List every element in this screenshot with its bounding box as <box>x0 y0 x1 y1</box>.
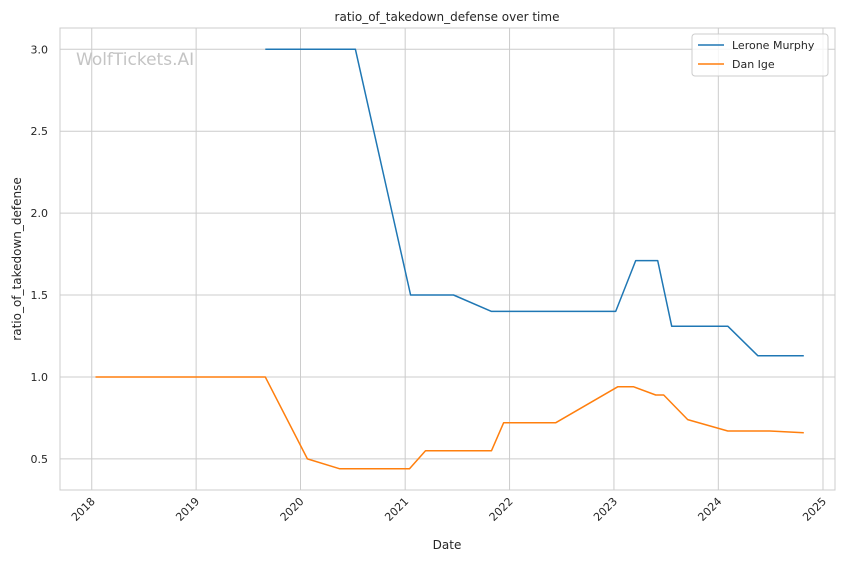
plot-frame <box>59 27 836 491</box>
x-axis-label: Date <box>433 538 462 552</box>
legend-label-lerone-murphy: Lerone Murphy <box>732 39 815 52</box>
legend-label-dan-ige: Dan Ige <box>732 58 775 71</box>
y-tick-label: 1.0 <box>31 371 49 384</box>
watermark-text: WolfTickets.AI <box>76 50 194 70</box>
y-axis-label: ratio_of_takedown_defense <box>10 177 24 340</box>
chart-title: ratio_of_takedown_defense over time <box>335 10 560 24</box>
y-tick-label: 2.5 <box>31 125 49 138</box>
legend: Lerone Murphy Dan Ige <box>691 33 829 77</box>
series-lines <box>95 48 804 470</box>
y-tick-label: 1.5 <box>31 289 49 302</box>
legend-box <box>691 33 829 77</box>
y-tick-label: 0.5 <box>31 453 49 466</box>
series-line-lerone-murphy <box>265 48 804 357</box>
y-tick-label: 3.0 <box>31 43 49 56</box>
y-tick-labels: 0.5 1.0 1.5 2.0 2.5 3.0 <box>31 43 49 466</box>
y-tick-label: 2.0 <box>31 207 49 220</box>
series-line-dan-ige <box>95 376 804 470</box>
